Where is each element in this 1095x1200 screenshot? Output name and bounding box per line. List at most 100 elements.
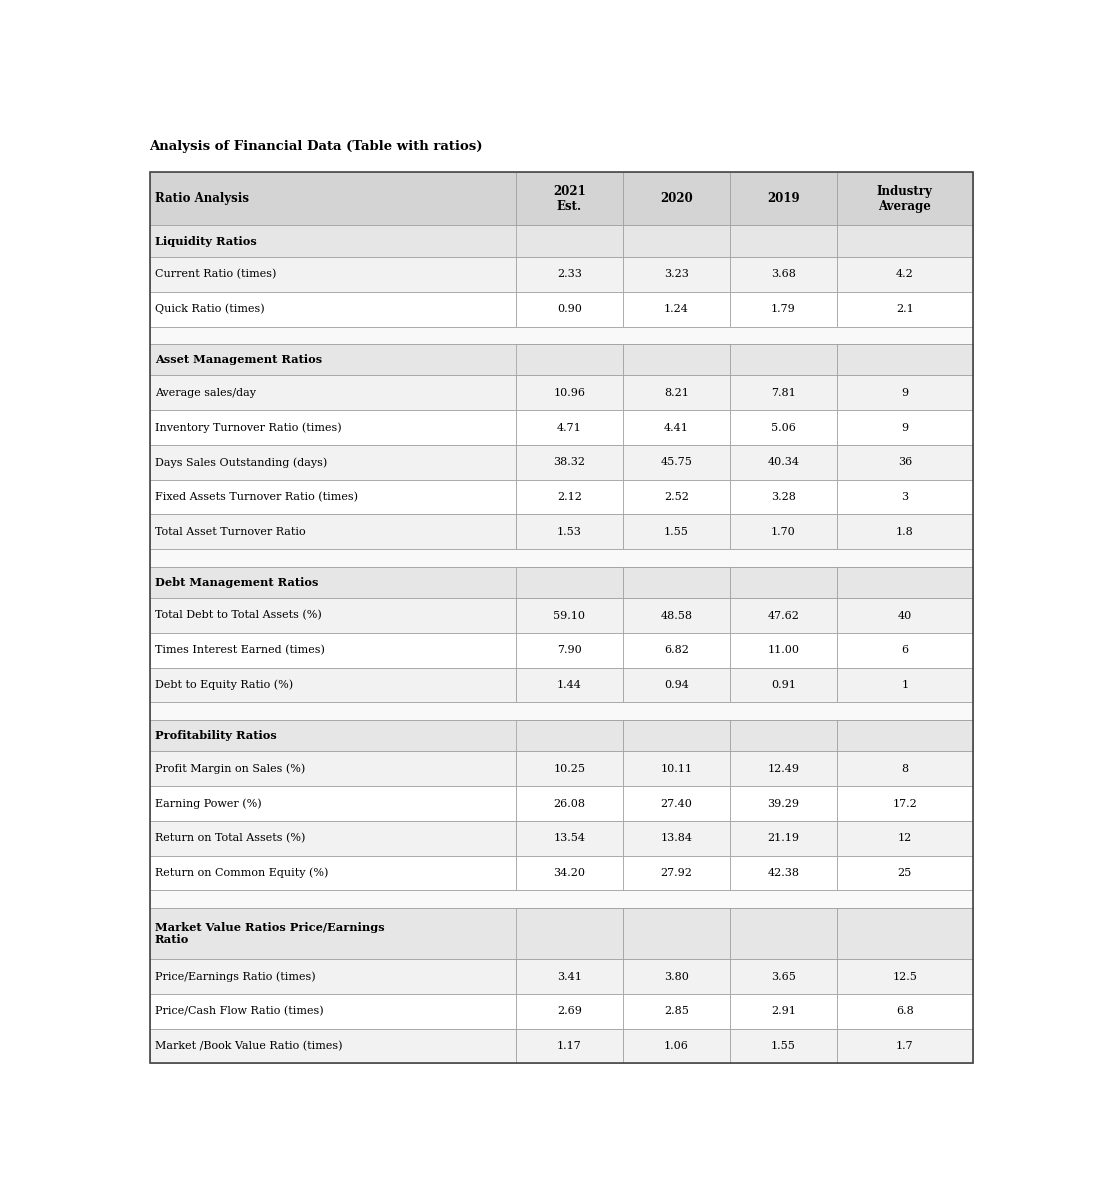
Bar — [837, 856, 972, 890]
Text: 2.12: 2.12 — [557, 492, 581, 502]
Bar — [837, 667, 972, 702]
Text: 6.8: 6.8 — [896, 1007, 913, 1016]
Text: 1.7: 1.7 — [896, 1042, 913, 1051]
Text: Analysis of Financial Data (Table with ratios): Analysis of Financial Data (Table with r… — [150, 140, 483, 154]
Bar — [730, 376, 837, 410]
Bar — [150, 226, 972, 257]
Text: 48.58: 48.58 — [660, 611, 692, 620]
Bar — [150, 344, 972, 376]
Bar — [516, 515, 623, 550]
Text: Fixed Assets Turnover Ratio (times): Fixed Assets Turnover Ratio (times) — [154, 492, 358, 503]
Bar — [623, 599, 730, 632]
Text: 2019: 2019 — [768, 192, 799, 205]
Bar — [837, 1028, 972, 1063]
Bar — [730, 856, 837, 890]
Text: Price/Cash Flow Ratio (times): Price/Cash Flow Ratio (times) — [154, 1006, 323, 1016]
Text: 6: 6 — [901, 646, 909, 655]
Bar — [150, 445, 516, 480]
Bar — [150, 515, 516, 550]
Bar — [516, 786, 623, 821]
Bar — [150, 959, 516, 994]
Bar — [516, 344, 623, 376]
Text: 2.52: 2.52 — [664, 492, 689, 502]
Text: 4.2: 4.2 — [896, 269, 913, 280]
Text: 4.71: 4.71 — [557, 422, 581, 433]
Text: Total Debt to Total Assets (%): Total Debt to Total Assets (%) — [154, 611, 322, 620]
Text: 36: 36 — [898, 457, 912, 467]
Bar — [730, 907, 837, 959]
Bar — [623, 1028, 730, 1063]
Bar — [730, 1028, 837, 1063]
Bar — [516, 445, 623, 480]
Bar — [730, 292, 837, 326]
Text: Return on Common Equity (%): Return on Common Equity (%) — [154, 868, 328, 878]
Bar — [623, 566, 730, 599]
Bar — [150, 410, 516, 445]
Text: 2.91: 2.91 — [771, 1007, 796, 1016]
Text: Profit Margin on Sales (%): Profit Margin on Sales (%) — [154, 763, 304, 774]
Bar — [730, 226, 837, 257]
Bar — [150, 172, 516, 226]
Text: Market /Book Value Ratio (times): Market /Book Value Ratio (times) — [154, 1040, 343, 1051]
Text: 1.70: 1.70 — [771, 527, 796, 536]
Text: 9: 9 — [901, 422, 909, 433]
Text: Debt to Equity Ratio (%): Debt to Equity Ratio (%) — [154, 679, 292, 690]
Bar — [730, 751, 837, 786]
Bar — [623, 257, 730, 292]
Bar — [837, 292, 972, 326]
Bar — [516, 172, 623, 226]
Text: Inventory Turnover Ratio (times): Inventory Turnover Ratio (times) — [154, 422, 342, 433]
Bar — [730, 480, 837, 515]
Bar — [516, 632, 623, 667]
Text: 34.20: 34.20 — [553, 868, 586, 878]
Bar — [623, 480, 730, 515]
Bar — [516, 821, 623, 856]
Text: Times Interest Earned (times): Times Interest Earned (times) — [154, 646, 324, 655]
Bar — [150, 550, 972, 566]
Text: 8: 8 — [901, 763, 909, 774]
Text: Price/Earnings Ratio (times): Price/Earnings Ratio (times) — [154, 971, 315, 982]
Text: 1.06: 1.06 — [664, 1042, 689, 1051]
Bar — [516, 751, 623, 786]
Bar — [623, 907, 730, 959]
Bar — [150, 890, 972, 907]
Text: 10.11: 10.11 — [660, 763, 692, 774]
Bar — [516, 856, 623, 890]
Bar — [730, 821, 837, 856]
Bar — [730, 566, 837, 599]
Text: 38.32: 38.32 — [553, 457, 586, 467]
Bar — [516, 226, 623, 257]
Bar — [837, 480, 972, 515]
Text: Ratio Analysis: Ratio Analysis — [154, 192, 249, 205]
Bar — [837, 720, 972, 751]
Text: Debt Management Ratios: Debt Management Ratios — [154, 577, 318, 588]
Bar — [837, 786, 972, 821]
Text: 6.82: 6.82 — [664, 646, 689, 655]
Bar — [516, 599, 623, 632]
Text: 3.80: 3.80 — [664, 972, 689, 982]
Text: 9: 9 — [901, 388, 909, 398]
Text: 3: 3 — [901, 492, 909, 502]
Bar — [150, 907, 972, 959]
Bar — [516, 1028, 623, 1063]
Text: 27.92: 27.92 — [660, 868, 692, 878]
Text: 40.34: 40.34 — [768, 457, 799, 467]
Bar — [730, 344, 837, 376]
Text: 39.29: 39.29 — [768, 798, 799, 809]
Bar — [837, 599, 972, 632]
Text: Asset Management Ratios: Asset Management Ratios — [154, 354, 322, 365]
Text: Total Asset Turnover Ratio: Total Asset Turnover Ratio — [154, 527, 306, 536]
Bar — [837, 959, 972, 994]
Bar — [516, 410, 623, 445]
Bar — [623, 410, 730, 445]
Bar — [516, 994, 623, 1028]
Text: 47.62: 47.62 — [768, 611, 799, 620]
Bar — [150, 994, 516, 1028]
Bar — [150, 326, 972, 344]
Bar — [623, 632, 730, 667]
Bar — [150, 292, 516, 326]
Text: 13.54: 13.54 — [553, 833, 586, 844]
Text: 8.21: 8.21 — [664, 388, 689, 398]
Text: Liquidity Ratios: Liquidity Ratios — [154, 235, 256, 247]
Text: Earning Power (%): Earning Power (%) — [154, 798, 262, 809]
